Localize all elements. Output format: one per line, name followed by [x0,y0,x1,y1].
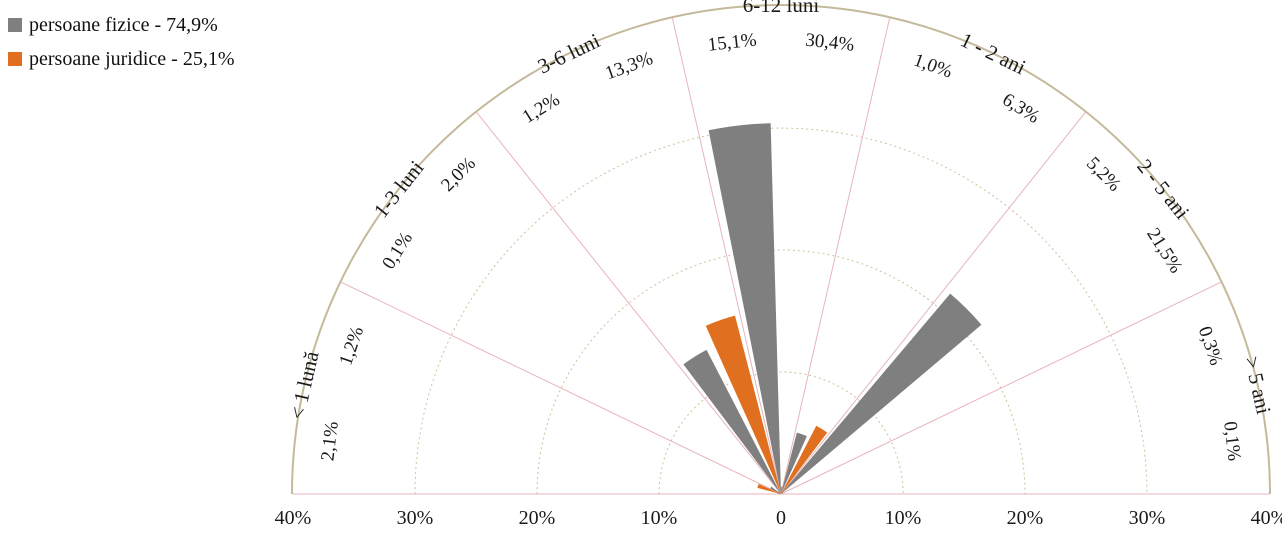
bar [683,349,781,494]
bar [781,293,982,494]
category-spoke [780,18,891,495]
axis-tick-label: 20% [1007,507,1044,529]
value-label-juridice: 30,4% [804,30,855,56]
category-label: < 1 lună [285,348,324,421]
chart-legend: persoane fizice - 74,9% persoane juridic… [8,8,234,76]
legend-label-juridice: persoane juridice - 25,1% [29,47,235,70]
category-label: > 5 ani [1240,354,1276,417]
category-spoke [476,112,782,495]
value-label-fizice: 15,1% [707,30,758,56]
category-labels: < 1 lună 1-3 luni 3-6 luni 6-12 luni 1 - 2 a… [285,0,1276,421]
category-spoke [780,281,1221,495]
value-label-juridice: 6,3% [998,89,1043,128]
bar [781,486,783,494]
axis-tick-label: 10% [885,507,922,529]
axis-tick-label: 20% [519,507,556,529]
category-spoke [671,18,782,495]
bar [781,425,828,494]
value-label-fizice: 0,3% [1194,324,1227,368]
category-spokes [341,18,1221,495]
grid-arc-10 [658,371,904,495]
bar [781,432,807,494]
axis-tick-label: 40% [275,507,312,529]
legend-item-fizice: persoane fizice - 74,9% [8,8,234,42]
category-label: 3-6 luni [534,28,604,78]
bar [705,315,781,494]
bars [683,123,982,495]
axis-tick-label: 0 [776,507,786,529]
axis: 40% 30% 20% 10% 0 10% 20% 30% 40% [275,507,1282,529]
value-label-juridice: 21,5% [1142,224,1186,277]
category-spoke [780,112,1086,495]
value-labels: 2,1% 1,2% 0,1% 2,0% 1,2% 13,3% 15,1% 30,4% 1,0% 6… [317,30,1244,463]
axis-tick-label: 40% [1251,507,1282,529]
value-label-juridice: 2,0% [437,153,480,196]
value-label-juridice: 1,2% [335,324,368,368]
category-label: 1 - 2 ani [957,28,1030,80]
axis-tick-label: 30% [397,507,434,529]
legend-item-juridice: persoane juridice - 25,1% [8,42,234,76]
legend-label-fizice: persoane fizice - 74,9% [29,13,218,36]
bar [708,123,781,495]
value-label-fizice: 1,0% [911,50,955,83]
value-label-fizice: 5,2% [1082,153,1125,196]
category-spoke [341,281,782,495]
bar [770,486,781,494]
bar [777,493,781,494]
category-label: 6-12 luni [743,0,820,17]
value-label-juridice: 13,3% [602,48,655,84]
value-label-juridice: 0,1% [1219,420,1244,462]
value-label-fizice: 2,1% [317,420,342,462]
grid-arc-30 [414,127,1148,495]
value-label-fizice: 1,2% [519,89,564,128]
category-label: 1-3 luni [369,156,429,223]
axis-tick-label: 30% [1129,507,1166,529]
bar [757,484,781,494]
bar [778,491,781,494]
legend-swatch-juridice [8,52,22,66]
bar [781,492,784,494]
category-band-ring [291,4,1271,494]
legend-swatch-fizice [8,18,22,32]
category-label: 2 - 5 ani [1132,154,1194,223]
axis-tick-label: 10% [641,507,678,529]
category-band [291,4,1271,494]
value-label-fizice: 0,1% [378,228,417,273]
